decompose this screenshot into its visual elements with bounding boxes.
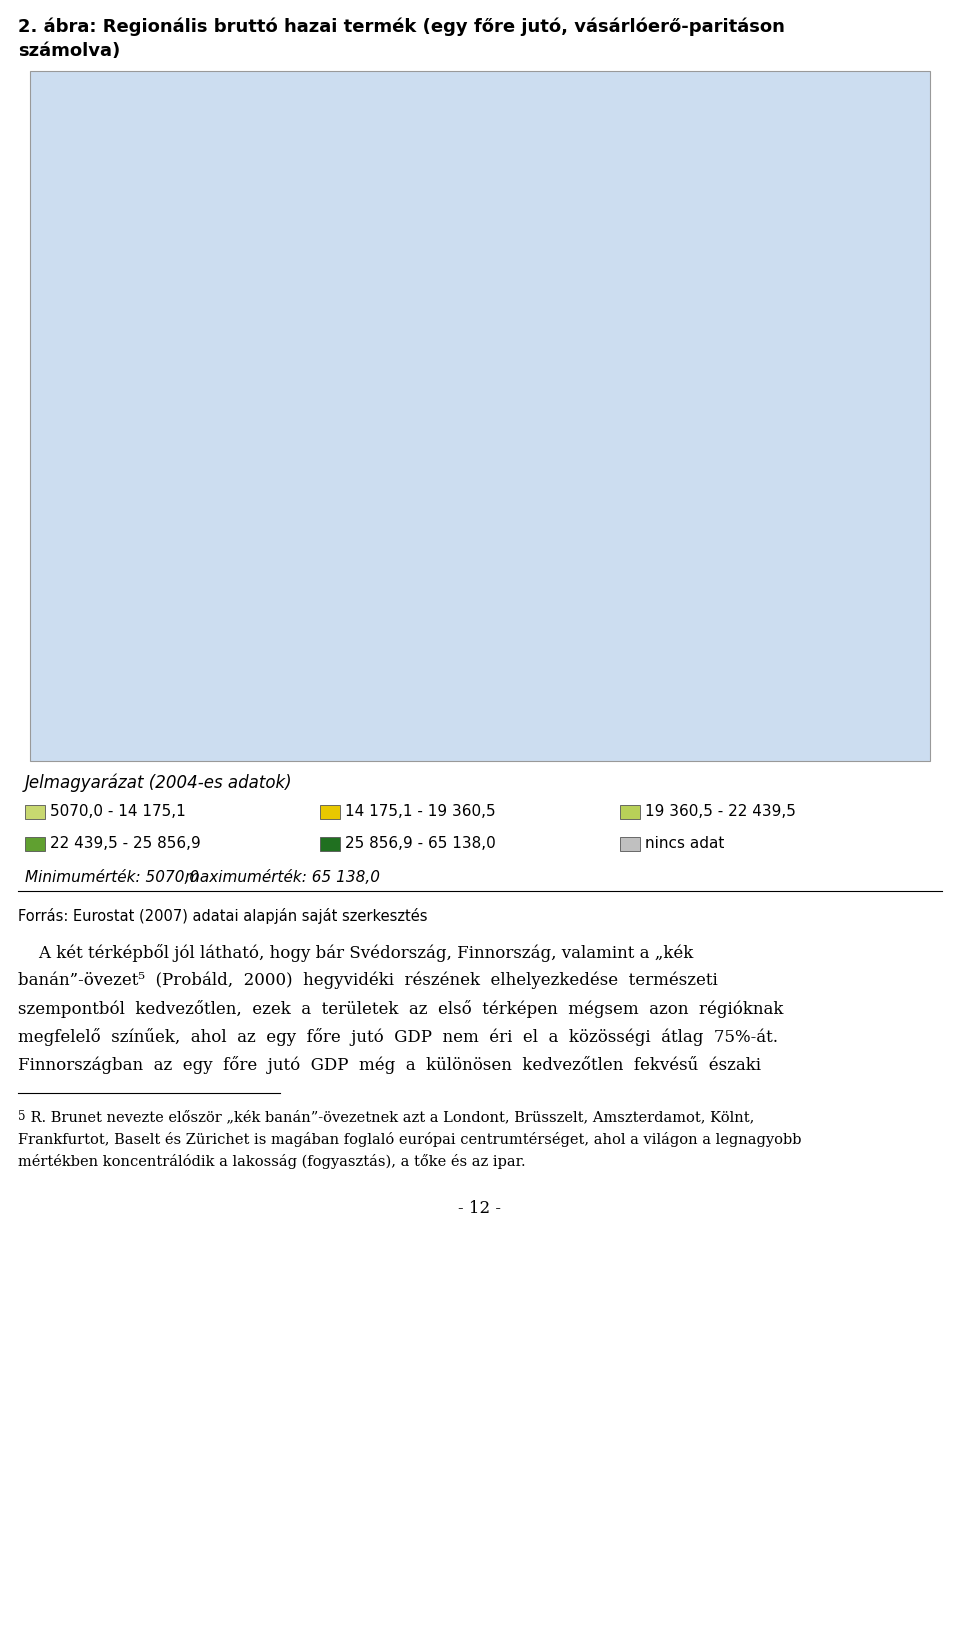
Text: Frankfurtot, Baselt és Zürichet is magában foglaló európai centrumtérséget, ahol: Frankfurtot, Baselt és Zürichet is magáb… bbox=[18, 1131, 802, 1146]
Text: Finnországban  az  egy  főre  jutó  GDP  még  a  különösen  kedvezőtlen  fekvésű: Finnországban az egy főre jutó GDP még a… bbox=[18, 1056, 761, 1074]
Text: nincs adat: nincs adat bbox=[645, 836, 725, 851]
Text: maximumérték: 65 138,0: maximumérték: 65 138,0 bbox=[185, 869, 380, 885]
Bar bbox=[25, 805, 45, 820]
Text: 5: 5 bbox=[18, 1110, 26, 1123]
Text: 25 856,9 - 65 138,0: 25 856,9 - 65 138,0 bbox=[345, 836, 495, 851]
Bar bbox=[30, 72, 930, 762]
Bar bbox=[25, 838, 45, 852]
Text: mértékben koncentrálódik a lakosság (fogyasztás), a tőke és az ipar.: mértékben koncentrálódik a lakosság (fog… bbox=[18, 1154, 526, 1169]
Bar bbox=[320, 805, 340, 820]
Text: 19 360,5 - 22 439,5: 19 360,5 - 22 439,5 bbox=[645, 805, 796, 820]
Text: Minimumérték: 5070,0: Minimumérték: 5070,0 bbox=[25, 869, 199, 885]
Text: 2. ábra: Regionális bruttó hazai termék (egy főre jutó, vásárlóerő-paritáson: 2. ábra: Regionális bruttó hazai termék … bbox=[18, 18, 785, 36]
Text: 22 439,5 - 25 856,9: 22 439,5 - 25 856,9 bbox=[50, 836, 201, 851]
Bar bbox=[320, 838, 340, 852]
Text: számolva): számolva) bbox=[18, 43, 120, 61]
Bar bbox=[620, 838, 640, 852]
Text: Jelmagyarázat (2004-es adatok): Jelmagyarázat (2004-es adatok) bbox=[25, 774, 293, 792]
Text: 14 175,1 - 19 360,5: 14 175,1 - 19 360,5 bbox=[345, 805, 495, 820]
Text: Forrás: Eurostat (2007) adatai alapján saját szerkesztés: Forrás: Eurostat (2007) adatai alapján s… bbox=[18, 908, 427, 923]
Text: - 12 -: - 12 - bbox=[459, 1200, 501, 1216]
Text: banán”-övezet⁵  (Probáld,  2000)  hegyvidéki  részének  elhelyezkedése  természe: banán”-övezet⁵ (Probáld, 2000) hegyvidék… bbox=[18, 972, 718, 988]
Text: szempontból  kedvezőtlen,  ezek  a  területek  az  első  térképen  mégsem  azon : szempontból kedvezőtlen, ezek a területe… bbox=[18, 1000, 783, 1018]
Text: 5070,0 - 14 175,1: 5070,0 - 14 175,1 bbox=[50, 805, 185, 820]
Text: A két térképből jól látható, hogy bár Svédország, Finnország, valamint a „kék: A két térképből jól látható, hogy bár Sv… bbox=[18, 944, 693, 962]
Text: R. Brunet nevezte először „kék banán”-övezetnek azt a Londont, Brüsszelt, Amszte: R. Brunet nevezte először „kék banán”-öv… bbox=[26, 1110, 755, 1123]
Bar bbox=[620, 805, 640, 820]
Text: megfelelő  színűek,  ahol  az  egy  főre  jutó  GDP  nem  éri  el  a  közösségi : megfelelő színűek, ahol az egy főre jutó… bbox=[18, 1028, 778, 1046]
